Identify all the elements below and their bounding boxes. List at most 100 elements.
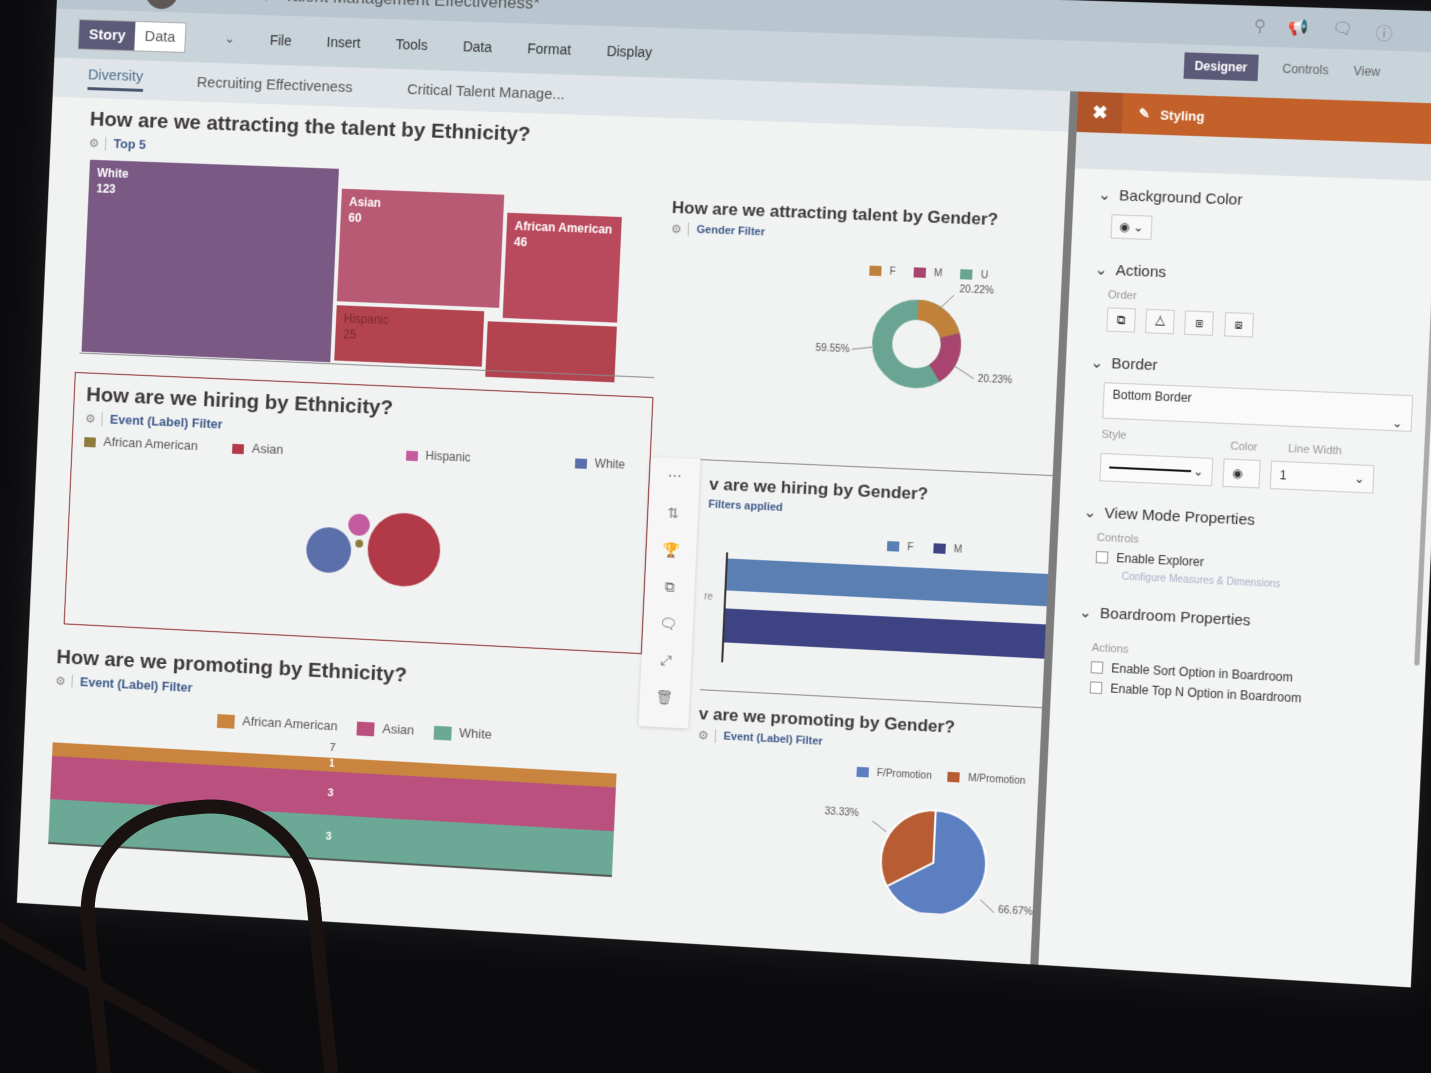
background-color-picker[interactable]: ◉ ⌄ <box>1110 214 1153 241</box>
chat-icon[interactable]: 🗨 <box>1331 20 1354 39</box>
filter-gear-icon[interactable]: ⚙ <box>670 221 689 237</box>
section-header[interactable]: ⌄ Boardroom Properties <box>1078 603 1251 630</box>
tile-attract-ethnicity[interactable]: How are we attracting the talent by Ethn… <box>79 108 631 392</box>
breadcrumb-files[interactable]: Files <box>216 0 252 4</box>
bubble-chart[interactable] <box>78 448 639 603</box>
panel-tabs: Designer Controls View <box>1183 52 1381 85</box>
send-backward-icon[interactable]: ⧈ <box>1184 310 1215 336</box>
story-mode-button[interactable]: Story <box>78 19 136 50</box>
main-menu: ⌄ File Insert Tools Data Format Display <box>224 31 652 61</box>
tile-divider <box>680 458 1053 477</box>
section-header[interactable]: ⌄ Background Color <box>1097 186 1243 209</box>
section-header[interactable]: ⌄ Actions <box>1094 261 1167 281</box>
user-avatar[interactable]: ☻ <box>144 0 179 10</box>
legend-item-african-american[interactable]: African American <box>216 712 338 734</box>
shell-actions: ⚲ 📢 🗨 ⓘ <box>1253 16 1393 45</box>
page-tab-recruiting[interactable]: Recruiting Effectiveness <box>196 73 353 96</box>
section-background-color: ⌄ Background Color ◉ ⌄ <box>1071 168 1431 257</box>
legend-item-white[interactable]: White <box>433 724 492 743</box>
copy-icon[interactable]: ⧉ <box>664 578 676 595</box>
border-type-select[interactable]: Bottom Border ⌄ <box>1102 382 1414 432</box>
app-screen: ☻ Files / Talent Management Effectivenes… <box>16 0 1431 988</box>
chevron-down-icon: ⌄ <box>1391 415 1403 431</box>
tile-hire-ethnicity[interactable]: How are we hiring by Ethnicity? ⚙ Event … <box>63 371 654 655</box>
breadcrumb-separator: / <box>265 0 270 4</box>
chevron-down-icon: ⌄ <box>1090 354 1104 372</box>
builder-tools-icon[interactable]: ✖ <box>1076 91 1124 134</box>
megaphone-icon[interactable]: 📢 <box>1288 18 1310 37</box>
bring-to-front-icon[interactable]: ⧉ <box>1106 307 1136 333</box>
legend-item-m[interactable]: M <box>933 543 962 556</box>
section-border: ⌄ Border Bottom Border ⌄ Style Color Line … <box>1060 336 1431 502</box>
tile-promote-gender[interactable]: v are we promoting by Gender? ⚙ Event (L… <box>690 704 1041 919</box>
pie-label-f: 66.67% <box>997 904 1033 918</box>
pie-chart[interactable]: 33.33% 66.67% <box>690 769 1038 919</box>
add-comment-icon[interactable]: 🗨 <box>658 615 678 632</box>
paint-brush-icon[interactable]: ✎ <box>1138 105 1151 122</box>
filter-label[interactable]: Top 5 <box>113 136 147 152</box>
chevron-down-icon[interactable]: ⌄ <box>224 30 236 46</box>
filter-gear-icon[interactable]: ⚙ <box>55 673 73 689</box>
filter-label[interactable]: Gender Filter <box>696 223 766 239</box>
filter-label[interactable]: Filters applied <box>708 498 784 514</box>
section-view-mode: ⌄ View Mode Properties Controls Enable Ex… <box>1056 486 1431 604</box>
more-options-icon[interactable]: ⋯ <box>667 467 683 485</box>
hbar-chart[interactable]: 3 re <box>704 552 1060 679</box>
tab-view[interactable]: View <box>1353 63 1381 80</box>
filter-gear-icon[interactable]: ⚙ <box>84 411 103 426</box>
menu-data[interactable]: Data <box>462 38 493 56</box>
treemap-cell-asian[interactable]: Asian 60 <box>334 186 507 310</box>
legend-item-f[interactable]: F <box>886 541 914 553</box>
filter-gear-icon[interactable]: ⚙ <box>697 728 716 744</box>
line-width-select[interactable]: 1 ⌄ <box>1269 460 1375 494</box>
tile-attract-gender[interactable]: How are we attracting talent by Gender? … <box>664 198 1055 405</box>
section-boardroom: ⌄ Boardroom Properties Actions Enable Sor… <box>1050 585 1428 724</box>
tile-hire-gender[interactable]: v are we hiring by Gender? Filters appli… <box>701 475 1060 679</box>
treemap-cell-african-american[interactable]: African American 46 <box>500 210 624 325</box>
border-style-select[interactable]: ⌄ <box>1099 452 1214 487</box>
chart-legend: F M <box>886 541 1049 560</box>
menu-format[interactable]: Format <box>527 40 572 58</box>
chevron-down-icon: ⌄ <box>1094 261 1108 279</box>
menu-file[interactable]: File <box>269 32 293 49</box>
pie-label-m: 33.33% <box>824 806 859 820</box>
menu-insert[interactable]: Insert <box>326 33 362 51</box>
filter-gear-icon[interactable]: ⚙ <box>88 135 107 150</box>
tab-styling[interactable]: Styling <box>1159 106 1205 124</box>
delete-icon[interactable]: 🗑 <box>655 688 674 706</box>
designer-panel: ✖ ✎ Styling Chart ⌄Background Color ◉ ⌄ … <box>1030 91 1431 988</box>
chevron-down-icon: ⌄ <box>1097 186 1112 205</box>
donut-label-u: 59.55% <box>815 342 850 356</box>
story-canvas: How are we attracting the talent by Ethn… <box>16 96 1069 965</box>
breadcrumb-story-name: Talent Management Effectiveness* <box>284 0 540 13</box>
page-tab-critical-talent[interactable]: Critical Talent Manage... <box>406 80 566 103</box>
menu-tools[interactable]: Tools <box>395 36 429 54</box>
tab-designer[interactable]: Designer <box>1183 52 1259 82</box>
filter-label[interactable]: Event (Label) Filter <box>79 674 193 695</box>
data-mode-button[interactable]: Data <box>144 27 176 46</box>
donut-chart[interactable]: 20.22% 20.23% 59.55% <box>664 269 1051 405</box>
page-tab-diversity[interactable]: Diversity <box>87 66 144 92</box>
pie-svg <box>690 769 1038 919</box>
donut-label-f: 20.22% <box>959 284 995 297</box>
help-icon[interactable]: ⓘ <box>1375 25 1393 44</box>
treemap-cell-white[interactable]: White 123 <box>79 157 341 365</box>
bring-forward-icon[interactable]: ⧊ <box>1145 308 1176 335</box>
chevron-down-icon: ⌄ <box>1083 503 1097 522</box>
filter-label[interactable]: Event (Label) Filter <box>109 411 223 432</box>
border-color-picker[interactable]: ◉ <box>1222 458 1261 489</box>
sort-icon[interactable]: ⇅ <box>666 504 680 522</box>
bar-f[interactable] <box>726 558 1051 607</box>
legend-item-asian[interactable]: Asian <box>356 720 415 738</box>
tab-controls[interactable]: Controls <box>1282 61 1329 78</box>
filter-label[interactable]: Event (Label) Filter <box>723 730 823 748</box>
trophy-rank-icon[interactable]: 🏆 <box>662 541 681 559</box>
fullscreen-icon[interactable]: ⤢ <box>660 652 673 669</box>
treemap-cell-hispanic[interactable]: Hispanic 25 <box>332 303 487 369</box>
section-header[interactable]: ⌄ View Mode Properties <box>1083 503 1256 529</box>
menu-display[interactable]: Display <box>606 42 653 61</box>
send-to-back-icon[interactable]: ⧇ <box>1223 311 1254 338</box>
section-header[interactable]: ⌄ Border <box>1090 354 1158 374</box>
bar-m[interactable] <box>724 608 1059 660</box>
search-icon[interactable]: ⚲ <box>1253 17 1267 36</box>
